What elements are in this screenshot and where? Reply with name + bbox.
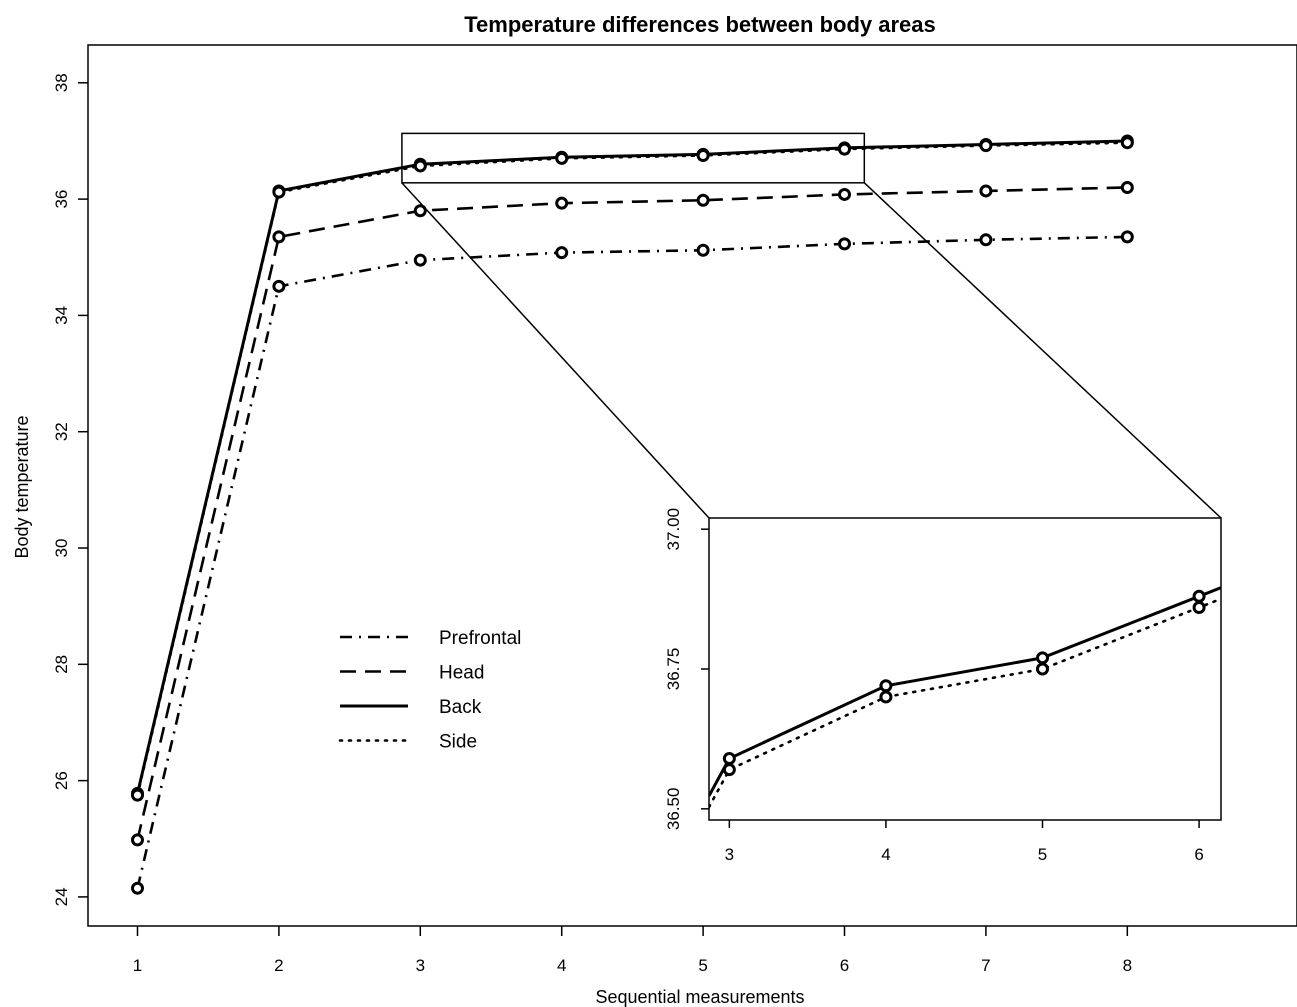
legend-label: Head (439, 663, 484, 684)
inset-data-point (1036, 662, 1050, 676)
data-point (838, 237, 852, 251)
inset-y-tick-label: 37.00 (664, 508, 683, 551)
legend-label: Side (439, 732, 477, 753)
x-tick-label: 5 (698, 956, 707, 975)
legend: Prefrontal Head Back Side (338, 628, 521, 753)
x-tick-label: 8 (1123, 956, 1132, 975)
x-tick-label: 2 (274, 956, 283, 975)
x-tick-label: 3 (416, 956, 425, 975)
inset-series-side (709, 597, 1221, 809)
zoom-indicator (401, 132, 1222, 519)
data-point (130, 833, 144, 847)
data-point (272, 279, 286, 293)
y-tick-label: 30 (52, 539, 71, 558)
y-axis-label: Body temperature (12, 415, 32, 558)
data-point (413, 159, 427, 173)
inset-x-tick-label: 6 (1194, 845, 1203, 864)
x-axis: 1 2 3 4 5 6 7 8 (133, 926, 1132, 975)
y-tick-label: 28 (52, 655, 71, 674)
x-tick-label: 6 (840, 956, 849, 975)
inset-y-axis: 36.50 36.75 37.00 (664, 508, 709, 830)
series-line (136, 186, 1128, 841)
data-point (272, 230, 286, 244)
data-point (979, 184, 993, 198)
legend-item-head: Head (340, 663, 484, 684)
legend-label: Back (439, 697, 482, 718)
legend-item-prefrontal: Prefrontal (340, 628, 521, 649)
inset-y-tick-label: 36.75 (664, 648, 683, 691)
y-tick-label: 26 (52, 771, 71, 790)
series-prefrontal (130, 230, 1134, 895)
inset-x-axis: 3 4 5 6 (725, 820, 1204, 864)
inset-data-point (1192, 589, 1206, 603)
y-tick-label: 32 (52, 422, 71, 441)
data-point (413, 204, 427, 218)
inset-series-line (709, 597, 1221, 809)
data-point (555, 196, 569, 210)
inset-data-point (1036, 651, 1050, 665)
data-point (555, 151, 569, 165)
data-point (979, 233, 993, 247)
inset-data-point (879, 690, 893, 704)
inset-series (709, 586, 1221, 809)
series-line (136, 141, 1129, 797)
y-tick-label: 38 (52, 73, 71, 92)
y-tick-label: 36 (52, 190, 71, 209)
inset-background (709, 518, 1221, 820)
data-point (838, 187, 852, 201)
legend-label: Prefrontal (439, 628, 521, 649)
zoom-box (401, 132, 866, 184)
data-point (130, 881, 144, 895)
zoom-connector-left (401, 182, 710, 519)
data-point (272, 185, 286, 199)
data-point (130, 788, 144, 802)
inset-data-point (1192, 600, 1206, 614)
data-point (696, 243, 710, 257)
data-point (979, 139, 993, 153)
legend-item-side: Side (338, 732, 477, 753)
y-axis: 24 26 28 30 32 34 36 38 (52, 73, 88, 906)
plot-frame (87, 44, 1297, 927)
data-point (696, 148, 710, 162)
series-side (130, 136, 1134, 802)
legend-item-back: Back (340, 697, 482, 718)
data-point (1120, 230, 1134, 244)
inset-y-tick-label: 36.50 (664, 788, 683, 831)
inset-data-point (879, 679, 893, 693)
series-head (130, 180, 1134, 847)
data-point (838, 142, 852, 156)
x-tick-label: 1 (133, 956, 142, 975)
x-tick-label: 7 (981, 956, 990, 975)
inset-x-tick-label: 3 (725, 845, 734, 864)
inset-data-point (722, 751, 736, 765)
zoom-connector-right (863, 182, 1222, 519)
data-point (413, 253, 427, 267)
inset-data-point (722, 763, 736, 777)
x-tick-label: 4 (557, 956, 566, 975)
inset-plot: 3 4 5 6 36.50 36.75 37.00 (664, 508, 1222, 864)
inset-x-tick-label: 4 (881, 845, 890, 864)
data-point (696, 193, 710, 207)
data-point (1120, 180, 1134, 194)
y-tick-label: 24 (52, 887, 71, 906)
chart-title: Temperature differences between body are… (464, 12, 936, 37)
data-point (555, 246, 569, 260)
inset-x-tick-label: 5 (1038, 845, 1047, 864)
y-tick-label: 34 (52, 306, 71, 325)
data-point (1120, 136, 1134, 150)
x-axis-label: Sequential measurements (595, 987, 804, 1007)
